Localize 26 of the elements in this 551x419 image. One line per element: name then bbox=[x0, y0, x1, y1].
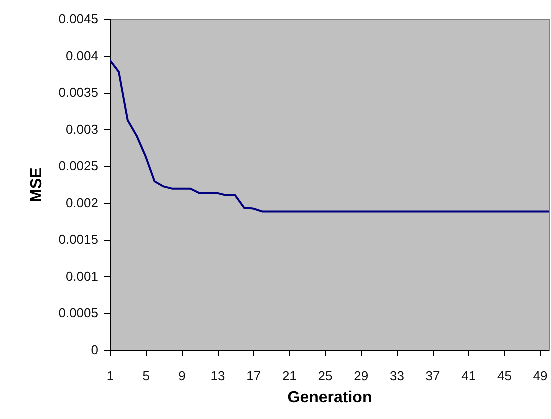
x-tick-label: 1 bbox=[106, 368, 114, 384]
y-tick-label: 0.0035 bbox=[58, 85, 98, 100]
x-tick-label: 5 bbox=[142, 368, 150, 384]
y-axis-title: MSE bbox=[28, 167, 46, 202]
x-tick-label: 13 bbox=[210, 368, 226, 384]
y-tick-label: 0.0045 bbox=[58, 12, 98, 26]
y-tick-label: 0.004 bbox=[66, 48, 98, 64]
x-tick-label: 9 bbox=[178, 368, 186, 384]
x-tick-label: 49 bbox=[533, 368, 548, 384]
y-tick-label: 0.003 bbox=[66, 122, 98, 137]
y-tick-label: 0.002 bbox=[66, 195, 98, 210]
y-tick-label: 0.001 bbox=[66, 268, 98, 284]
y-tick-label: 0.0005 bbox=[58, 306, 98, 321]
line-series bbox=[110, 59, 549, 213]
y-tick-label: 0 bbox=[91, 342, 98, 358]
x-tick-label: 25 bbox=[318, 368, 333, 384]
x-tick-label: 29 bbox=[354, 368, 369, 384]
x-tick-label: 45 bbox=[497, 368, 512, 384]
x-tick-label: 21 bbox=[282, 368, 297, 384]
x-tick-label: 41 bbox=[462, 368, 476, 384]
x-tick-label: 37 bbox=[426, 368, 440, 384]
y-tick-label: 0.0025 bbox=[58, 158, 98, 174]
x-tick-label: 17 bbox=[246, 368, 262, 384]
y-tick-label: 0.0015 bbox=[58, 232, 98, 248]
x-tick-label: 33 bbox=[390, 368, 404, 384]
x-axis-title: Generation bbox=[288, 390, 372, 406]
